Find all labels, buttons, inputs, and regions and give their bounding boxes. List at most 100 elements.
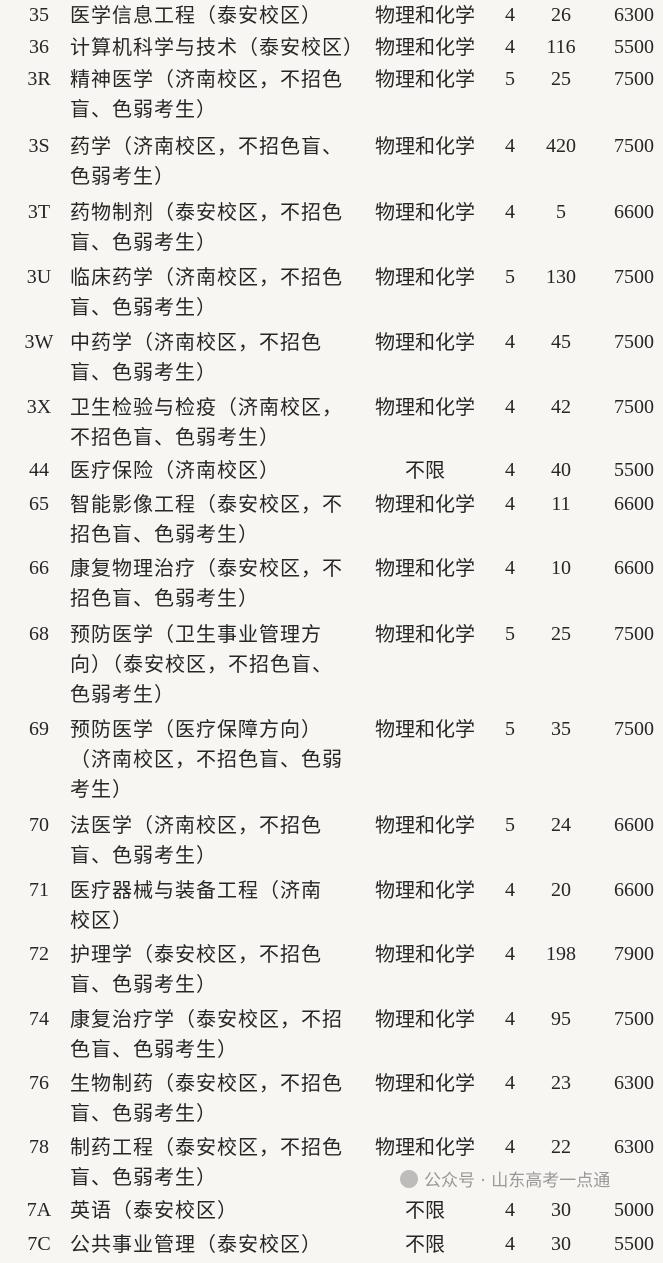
tuition-fee: 6600 [614,493,654,515]
subject-requirement: 物理和化学 [375,200,475,224]
enrollment-count: 20 [551,879,571,901]
subject-requirement: 物理和化学 [375,330,475,354]
major-name-line: 招色盲、色弱考生） [70,586,259,610]
major-code: 7A [26,1199,52,1221]
major-name-line: 卫生检验与检疫（济南校区， [70,395,343,419]
tuition-fee: 6600 [614,557,654,579]
major-code: 69 [29,718,49,740]
major-code: 3U [26,266,52,288]
major-name-line: 预防医学（医疗保障方向） [70,717,322,741]
tuition-fee: 7500 [614,396,654,418]
tuition-fee: 7500 [614,718,654,740]
major-code: 74 [29,1008,49,1030]
enrollment-count: 95 [551,1008,571,1030]
subject-requirement: 物理和化学 [375,717,475,741]
subject-requirement: 物理和化学 [375,395,475,419]
major-code: 3X [26,396,52,418]
subject-requirement: 不限 [405,1232,445,1256]
major-name-line: 预防医学（卫生事业管理方 [70,622,322,646]
subject-requirement: 物理和化学 [375,1135,475,1159]
subject-requirement: 物理和化学 [375,35,475,59]
enrollment-count: 30 [551,1199,571,1221]
major-name-line: 计算机科学与技术（泰安校区） [70,35,364,59]
major-name-line: 医疗器械与装备工程（济南 [70,878,322,902]
subject-requirement: 物理和化学 [375,1007,475,1031]
major-code: 3T [27,201,51,223]
major-code: 3W [24,331,54,353]
major-name-line: 中药学（济南校区，不招色 [70,330,322,354]
major-name-line: 英语（泰安校区） [70,1198,238,1222]
major-name-line: 医学信息工程（泰安校区） [70,3,322,27]
major-name-line: 生物制药（泰安校区，不招色 [70,1071,343,1095]
major-name-line: 盲、色弱考生） [70,972,217,996]
tuition-fee: 6600 [614,879,654,901]
major-name-line: 考生） [70,777,133,801]
tuition-fee: 5500 [614,1233,654,1255]
enrollment-count: 24 [551,814,571,836]
enrollment-count: 198 [546,943,576,965]
tuition-fee: 6300 [614,1136,654,1158]
study-years: 4 [505,396,515,418]
enrollment-count: 22 [551,1136,571,1158]
study-years: 4 [505,135,515,157]
major-code: 72 [29,943,49,965]
enrollment-count: 10 [551,557,571,579]
tuition-fee: 7900 [614,943,654,965]
major-name-line: 盲、色弱考生） [70,295,217,319]
study-years: 5 [505,718,515,740]
major-code: 78 [29,1136,49,1158]
study-years: 4 [505,1136,515,1158]
study-years: 5 [505,623,515,645]
major-name-line: 招色盲、色弱考生） [70,522,259,546]
subject-requirement: 物理和化学 [375,942,475,966]
tuition-fee: 7500 [614,331,654,353]
enrollment-count: 116 [546,36,576,58]
tuition-fee: 5500 [614,459,654,481]
study-years: 5 [505,68,515,90]
subject-requirement: 物理和化学 [375,622,475,646]
major-name-line: 盲、色弱考生） [70,1165,217,1189]
enrollment-count: 11 [551,493,571,515]
major-code: 65 [29,493,49,515]
major-name-line: 盲、色弱考生） [70,1101,217,1125]
enrollment-count: 40 [551,459,571,481]
major-code: 3R [27,68,51,90]
study-years: 4 [505,1233,515,1255]
subject-requirement: 物理和化学 [375,492,475,516]
major-code: 71 [29,879,49,901]
enrollment-count: 25 [551,623,571,645]
subject-requirement: 物理和化学 [375,67,475,91]
tuition-fee: 7500 [614,1008,654,1030]
subject-requirement: 物理和化学 [375,556,475,580]
major-name-line: 色弱考生） [70,164,175,188]
major-name-line: 公共事业管理（泰安校区） [70,1232,322,1256]
subject-requirement: 物理和化学 [375,265,475,289]
enrollment-count: 26 [551,4,571,26]
major-code: 7C [27,1233,51,1255]
major-name-line: 法医学（济南校区，不招色 [70,813,322,837]
enrollment-count: 42 [551,396,571,418]
major-code: 68 [29,623,49,645]
enrollment-count: 5 [556,201,566,223]
tuition-fee: 5500 [614,36,654,58]
subject-requirement: 物理和化学 [375,1071,475,1095]
study-years: 4 [505,1199,515,1221]
subject-requirement: 不限 [405,1198,445,1222]
major-code: 70 [29,814,49,836]
study-years: 4 [505,201,515,223]
major-name-line: 护理学（泰安校区，不招色 [70,942,322,966]
wechat-icon [400,1169,418,1188]
major-name-line: 医疗保险（济南校区） [70,458,280,482]
study-years: 4 [505,331,515,353]
study-years: 5 [505,814,515,836]
subject-requirement: 不限 [405,458,445,482]
study-years: 5 [505,266,515,288]
major-name-line: 盲、色弱考生） [70,843,217,867]
major-code: 76 [29,1072,49,1094]
major-name-line: 盲、色弱考生） [70,230,217,254]
major-name-line: 盲、色弱考生） [70,97,217,121]
subject-requirement: 物理和化学 [375,3,475,27]
major-code: 3S [28,135,50,157]
subject-requirement: 物理和化学 [375,813,475,837]
major-name-line: 精神医学（济南校区，不招色 [70,67,343,91]
